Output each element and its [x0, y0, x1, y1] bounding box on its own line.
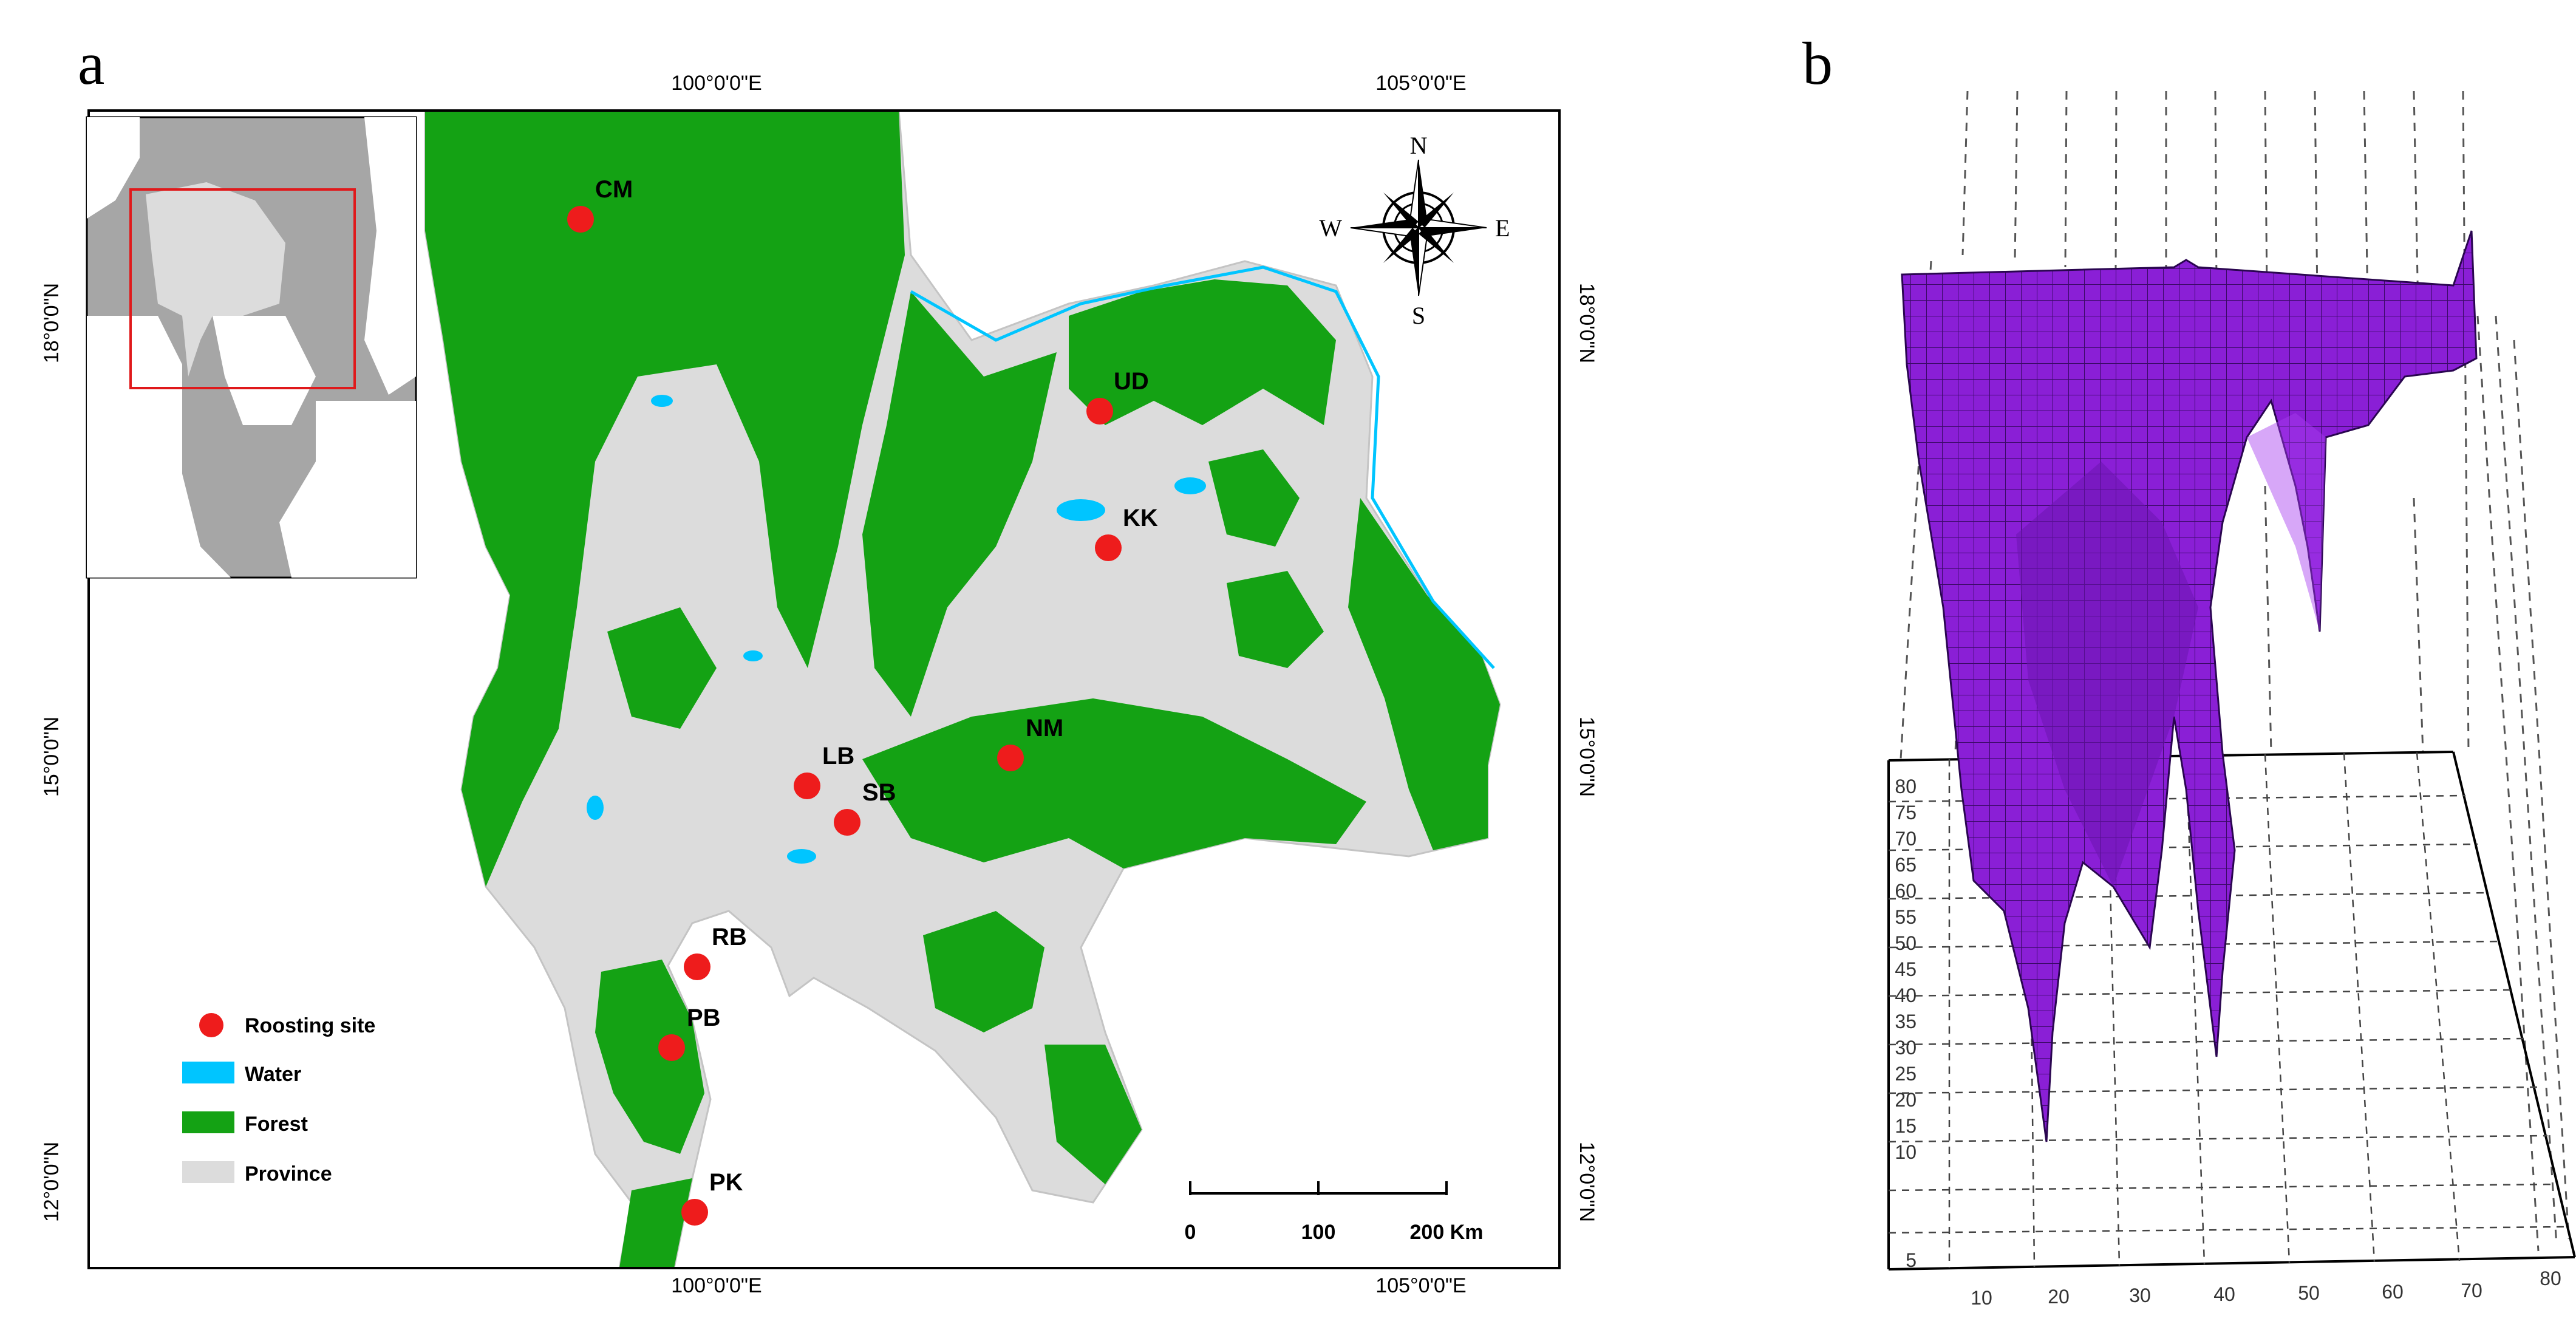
site-ud: UD [1086, 368, 1149, 425]
z-tick-15: 15 [1895, 1115, 1917, 1137]
z-tick-70: 70 [1895, 828, 1917, 850]
z-tick-80: 80 [1895, 776, 1917, 797]
compass-s: S [1412, 302, 1425, 329]
x-tick-40: 40 [2213, 1283, 2235, 1305]
site-label-ud: UD [1114, 368, 1149, 395]
lat-label-right-15: 15°0'0"N [1575, 717, 1598, 797]
site-label-nm: NM [1026, 715, 1063, 742]
water-layer [587, 395, 1206, 864]
site-label-pb: PB [687, 1005, 721, 1031]
site-nm: NM [997, 715, 1063, 771]
forest-layer [425, 111, 1500, 1268]
legend-label-roosting-site: Roosting site [245, 1014, 375, 1037]
legend-swatch-province [182, 1161, 234, 1183]
site-label-rb: RB [712, 924, 747, 950]
z-tick-20: 20 [1895, 1089, 1917, 1111]
lat-label-right-18: 18°0'0"N [1575, 283, 1598, 363]
compass-e: E [1495, 214, 1510, 242]
inset-map [86, 116, 417, 579]
site-label-kk: KK [1123, 505, 1158, 531]
x-axis: 10 20 30 40 50 60 70 80 [1971, 1267, 2561, 1309]
site-label-cm: CM [595, 176, 633, 203]
legend-label-province: Province [245, 1162, 332, 1185]
z-tick-65: 65 [1895, 854, 1917, 876]
thailand-map [89, 111, 1559, 1268]
x-tick-20: 20 [2048, 1286, 2070, 1308]
panel-b-label: b [1802, 30, 1833, 97]
mekong-river [910, 265, 1495, 669]
mesh-surface [1901, 230, 2478, 1142]
legend-swatch-water [182, 1062, 234, 1083]
z-tick-25: 25 [1895, 1063, 1917, 1085]
site-label-pk: PK [709, 1169, 743, 1196]
map-legend: Roosting site Water Forest Province [182, 1013, 375, 1185]
legend-swatch-forest [182, 1111, 234, 1133]
site-label-lb: LB [822, 743, 854, 769]
site-label-sb: SB [862, 779, 896, 806]
compass-rose: N S E W [1319, 132, 1510, 329]
panel-a: a [40, 30, 1598, 1297]
site-kk: KK [1095, 505, 1158, 561]
z-tick-40: 40 [1895, 984, 1917, 1006]
legend-label-forest: Forest [245, 1113, 308, 1136]
z-tick-50: 50 [1895, 932, 1917, 954]
x-tick-80: 80 [2540, 1267, 2561, 1289]
site-cm: CM [567, 176, 633, 233]
x-tick-10: 10 [1971, 1287, 1992, 1309]
x-tick-50: 50 [2298, 1282, 2320, 1304]
lat-label-left-15: 15°0'0"N [40, 717, 63, 797]
scale-bar: 0 100 200 Km [1185, 1181, 1484, 1244]
site-pb: PB [658, 1005, 721, 1061]
lat-label-left-12: 12°0'0"N [40, 1142, 63, 1222]
z-tick-75: 75 [1895, 802, 1917, 824]
scale-tick-200: 200 Km [1410, 1221, 1484, 1244]
z-tick-5: 5 [1906, 1249, 1917, 1271]
panel-a-label: a [78, 30, 104, 97]
z-tick-60: 60 [1895, 880, 1917, 902]
lon-label-bottom-100: 100°0'0"E [671, 1274, 762, 1297]
z-tick-45: 45 [1895, 958, 1917, 980]
z-tick-10: 10 [1895, 1141, 1917, 1163]
z-tick-30: 30 [1895, 1037, 1917, 1059]
legend-symbol-roosting-site [199, 1013, 223, 1037]
inset-extent-box [129, 188, 356, 389]
lon-label-bottom-105: 105°0'0"E [1375, 1274, 1466, 1297]
roosting-sites: CM UD KK NM LB SB RB PB PK [567, 176, 1158, 1226]
scale-tick-100: 100 [1301, 1221, 1336, 1244]
lat-label-left-18: 18°0'0"N [40, 283, 63, 363]
z-axis: 80 75 70 65 60 55 50 45 40 35 30 25 20 1… [1895, 776, 1917, 1271]
x-tick-30: 30 [2129, 1284, 2151, 1306]
panel-b: b [1802, 30, 2576, 1309]
x-tick-60: 60 [2382, 1281, 2404, 1303]
site-rb: RB [684, 924, 747, 980]
z-tick-55: 55 [1895, 906, 1917, 928]
lat-label-right-12: 12°0'0"N [1575, 1142, 1598, 1222]
scale-tick-0: 0 [1185, 1221, 1196, 1244]
z-tick-35: 35 [1895, 1011, 1917, 1032]
compass-n: N [1410, 132, 1428, 159]
legend-label-water: Water [245, 1063, 301, 1086]
site-pk: PK [681, 1169, 743, 1226]
map-frame [87, 109, 1561, 1269]
lon-label-top-100: 100°0'0"E [671, 72, 762, 95]
site-lb: LB [794, 743, 854, 799]
x-tick-70: 70 [2461, 1280, 2482, 1301]
lon-label-top-105: 105°0'0"E [1375, 72, 1466, 95]
site-sb: SB [834, 779, 896, 836]
compass-w: W [1319, 214, 1342, 242]
